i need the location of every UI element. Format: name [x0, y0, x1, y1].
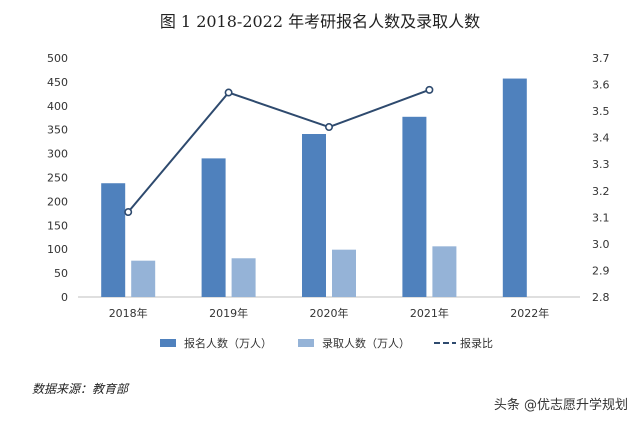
ratio-line-path [127, 88, 430, 213]
y-left-tick-label: 400 [47, 100, 68, 113]
bars [101, 78, 527, 297]
bar-applicants [201, 158, 226, 297]
y-left-tick-label: 500 [47, 52, 68, 65]
watermark-text: 头条 @优志愿升学规划 [493, 398, 628, 413]
legend-applicants-label: 报名人数（万人） [184, 336, 272, 350]
bar-applicants [402, 116, 427, 297]
y-left-tick-label: 250 [47, 172, 68, 185]
bar-admitted [432, 246, 457, 297]
y-right-tick-label: 3.3 [592, 158, 610, 171]
combo-chart: 0 50 100 150 200 250 300 350 400 450 500 2.8 2.9 3.0… [47, 52, 610, 350]
y-right-tick-label: 3.4 [592, 132, 610, 145]
y-left-tick-label: 150 [47, 219, 68, 232]
legend-ratio-label: 报录比 [460, 336, 493, 350]
x-category-label: 2019年 [209, 306, 248, 320]
y-axis-left: 0 50 100 150 200 250 300 350 400 450 500 [47, 52, 68, 304]
ratio-point [425, 85, 434, 94]
bar-applicants [302, 134, 326, 297]
legend-admitted-swatch [298, 339, 314, 347]
y-left-tick-label: 0 [61, 291, 68, 304]
ratio-point [124, 208, 133, 217]
chart-title: 图 1 2018-2022 年考研报名人数及录取人数 [159, 12, 481, 31]
y-axis-right: 2.8 2.9 3.0 3.1 3.2 3.3 3.4 3.5 3.6 3.7 [592, 52, 610, 304]
x-axis-labels: 2018年 2019年 2020年 2021年 2022年 [109, 306, 550, 320]
y-right-tick-label: 3.2 [592, 185, 610, 198]
ratio-point [324, 123, 333, 132]
bar-admitted [131, 260, 156, 297]
bar-applicants [101, 183, 126, 297]
y-right-tick-label: 3.7 [592, 52, 610, 65]
y-right-tick-label: 3.6 [592, 79, 610, 92]
data-source-note: 数据来源：教育部 [32, 382, 129, 396]
bar-admitted [231, 258, 256, 297]
bar-admitted [332, 249, 356, 297]
ratio-line-series [124, 85, 434, 217]
legend-admitted-label: 录取人数（万人） [322, 337, 410, 350]
y-left-tick-label: 300 [47, 148, 68, 161]
x-category-label: 2020年 [310, 306, 349, 320]
y-right-tick-label: 3.1 [592, 211, 610, 224]
y-right-tick-label: 2.9 [592, 264, 610, 277]
legend-applicants-swatch [160, 339, 176, 347]
y-left-tick-label: 450 [47, 76, 68, 89]
y-left-tick-label: 350 [47, 124, 68, 137]
x-category-label: 2021年 [410, 306, 449, 320]
y-left-tick-label: 50 [54, 267, 68, 280]
y-right-tick-label: 2.8 [592, 291, 610, 304]
y-right-tick-label: 3.0 [592, 238, 610, 251]
y-left-tick-label: 200 [47, 195, 68, 208]
y-right-tick-label: 3.5 [592, 105, 610, 118]
y-left-tick-label: 100 [47, 243, 68, 256]
bar-applicants [502, 78, 527, 297]
x-category-label: 2018年 [109, 306, 148, 320]
ratio-point [224, 88, 233, 97]
x-category-label: 2022年 [510, 306, 549, 320]
legend: 报名人数（万人） 录取人数（万人） 报录比 [160, 336, 493, 350]
